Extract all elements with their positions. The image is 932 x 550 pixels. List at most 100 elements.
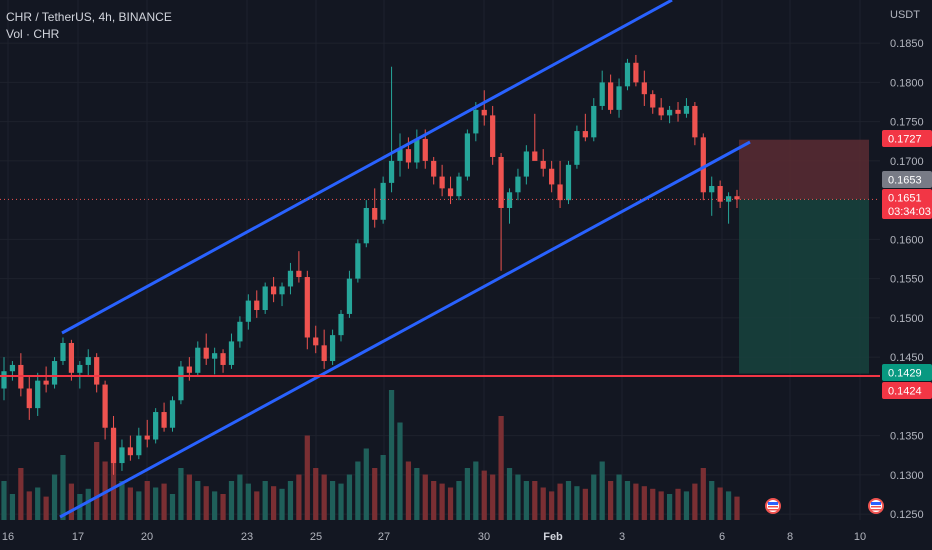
volume-bar <box>102 461 108 520</box>
volume-bar <box>439 483 445 520</box>
candle <box>254 290 260 318</box>
time-axis[interactable]: 16 17 20 23 25 27 30 Feb 3 6 8 10 <box>2 531 866 543</box>
volume-bar <box>464 468 471 520</box>
candle <box>490 105 496 165</box>
candle <box>666 105 673 124</box>
candle <box>549 160 555 193</box>
volume-bar <box>557 483 563 520</box>
last-price-badge: 0.1653 <box>882 171 932 188</box>
volume-bar <box>153 487 159 520</box>
volume-bar <box>725 491 732 520</box>
candle <box>557 160 563 208</box>
candle <box>237 316 243 348</box>
candle <box>599 70 605 110</box>
candle <box>456 172 462 201</box>
candle <box>262 282 268 314</box>
price-tick-label: 0.1850 <box>890 38 924 50</box>
volume-bar <box>304 435 310 520</box>
drawings[interactable] <box>0 0 880 519</box>
time-tick-label: 16 <box>2 531 14 543</box>
candle <box>51 357 58 389</box>
volume-bar <box>549 491 555 520</box>
candle <box>363 200 369 248</box>
volume-bar <box>212 491 218 520</box>
volume-bar <box>591 474 597 520</box>
candle <box>523 145 529 185</box>
candle <box>338 310 344 342</box>
volume-bar <box>270 486 277 520</box>
candle <box>565 160 572 205</box>
volume-bar <box>506 468 513 520</box>
candle <box>9 361 16 381</box>
volume-bar <box>228 481 235 520</box>
volume-bar <box>641 486 647 520</box>
volume-bar <box>68 483 75 520</box>
volume-bar <box>456 481 462 520</box>
candle <box>734 189 740 208</box>
symbol-title[interactable]: CHR / TetherUS, 4h, BINANCE <box>6 10 172 24</box>
volume-bar <box>616 474 622 520</box>
candle <box>624 58 631 91</box>
volume-bar <box>490 474 496 520</box>
volume-bar <box>127 487 133 520</box>
candle <box>633 54 639 87</box>
candle <box>692 102 698 146</box>
volume-indicator-label[interactable]: Vol · CHR <box>6 27 60 41</box>
price-tick-label: 0.1450 <box>890 352 924 364</box>
volume-bar <box>363 448 369 520</box>
volume-bar <box>431 481 437 520</box>
candle <box>388 66 395 193</box>
channel-lower-line[interactable] <box>59 140 751 519</box>
price-tick-label: 0.1700 <box>890 156 924 168</box>
event-flag-us-1[interactable] <box>765 498 781 514</box>
candle <box>372 188 378 228</box>
stop-price-badge: 0.1727 <box>882 130 932 147</box>
volume-bar <box>414 468 420 520</box>
candle <box>574 125 580 169</box>
candle <box>178 361 184 405</box>
volume-bar <box>532 481 538 520</box>
svg-text:0.1651: 0.1651 <box>888 193 922 205</box>
candle <box>228 333 235 369</box>
candle <box>439 164 445 197</box>
candle <box>709 176 715 216</box>
event-flag-us-2[interactable] <box>868 498 884 514</box>
candle <box>355 239 361 283</box>
candle <box>675 102 681 122</box>
candle <box>153 408 159 444</box>
volume-bar <box>195 481 201 520</box>
price-axis[interactable]: USDT 0.1850 0.1800 0.1750 0.1700 0.1600 0.155… <box>890 9 924 521</box>
price-tick-label: 0.1550 <box>890 274 924 286</box>
candle <box>346 270 353 318</box>
volume-bar <box>60 455 66 520</box>
volume-bar <box>599 461 605 520</box>
volume-bar <box>51 474 58 520</box>
volume-bar <box>287 481 294 520</box>
candle <box>203 333 209 365</box>
volume-bar <box>94 442 100 520</box>
candle <box>397 133 403 177</box>
candle <box>321 329 327 369</box>
volume-bar <box>1 481 7 520</box>
time-tick-label: 25 <box>310 531 322 543</box>
volume-bar <box>329 481 336 520</box>
volume-bar <box>161 483 167 520</box>
time-tick-label: 20 <box>141 531 153 543</box>
price-tick-label: 0.1500 <box>890 313 924 325</box>
volume-bar <box>650 488 656 520</box>
candle <box>380 176 386 224</box>
candle <box>161 402 167 432</box>
candle <box>582 113 588 142</box>
candle <box>85 349 91 377</box>
price-tick-label: 0.1250 <box>890 509 924 521</box>
candle <box>279 282 285 307</box>
volume-bar <box>624 481 631 520</box>
chart-legend: CHR / TetherUS, 4h, BINANCE Vol · CHR <box>6 9 172 43</box>
price-tick-label: 0.1350 <box>890 431 924 443</box>
channel-upper-line[interactable] <box>61 0 673 335</box>
candle <box>26 376 32 420</box>
volume-bar <box>734 496 740 520</box>
